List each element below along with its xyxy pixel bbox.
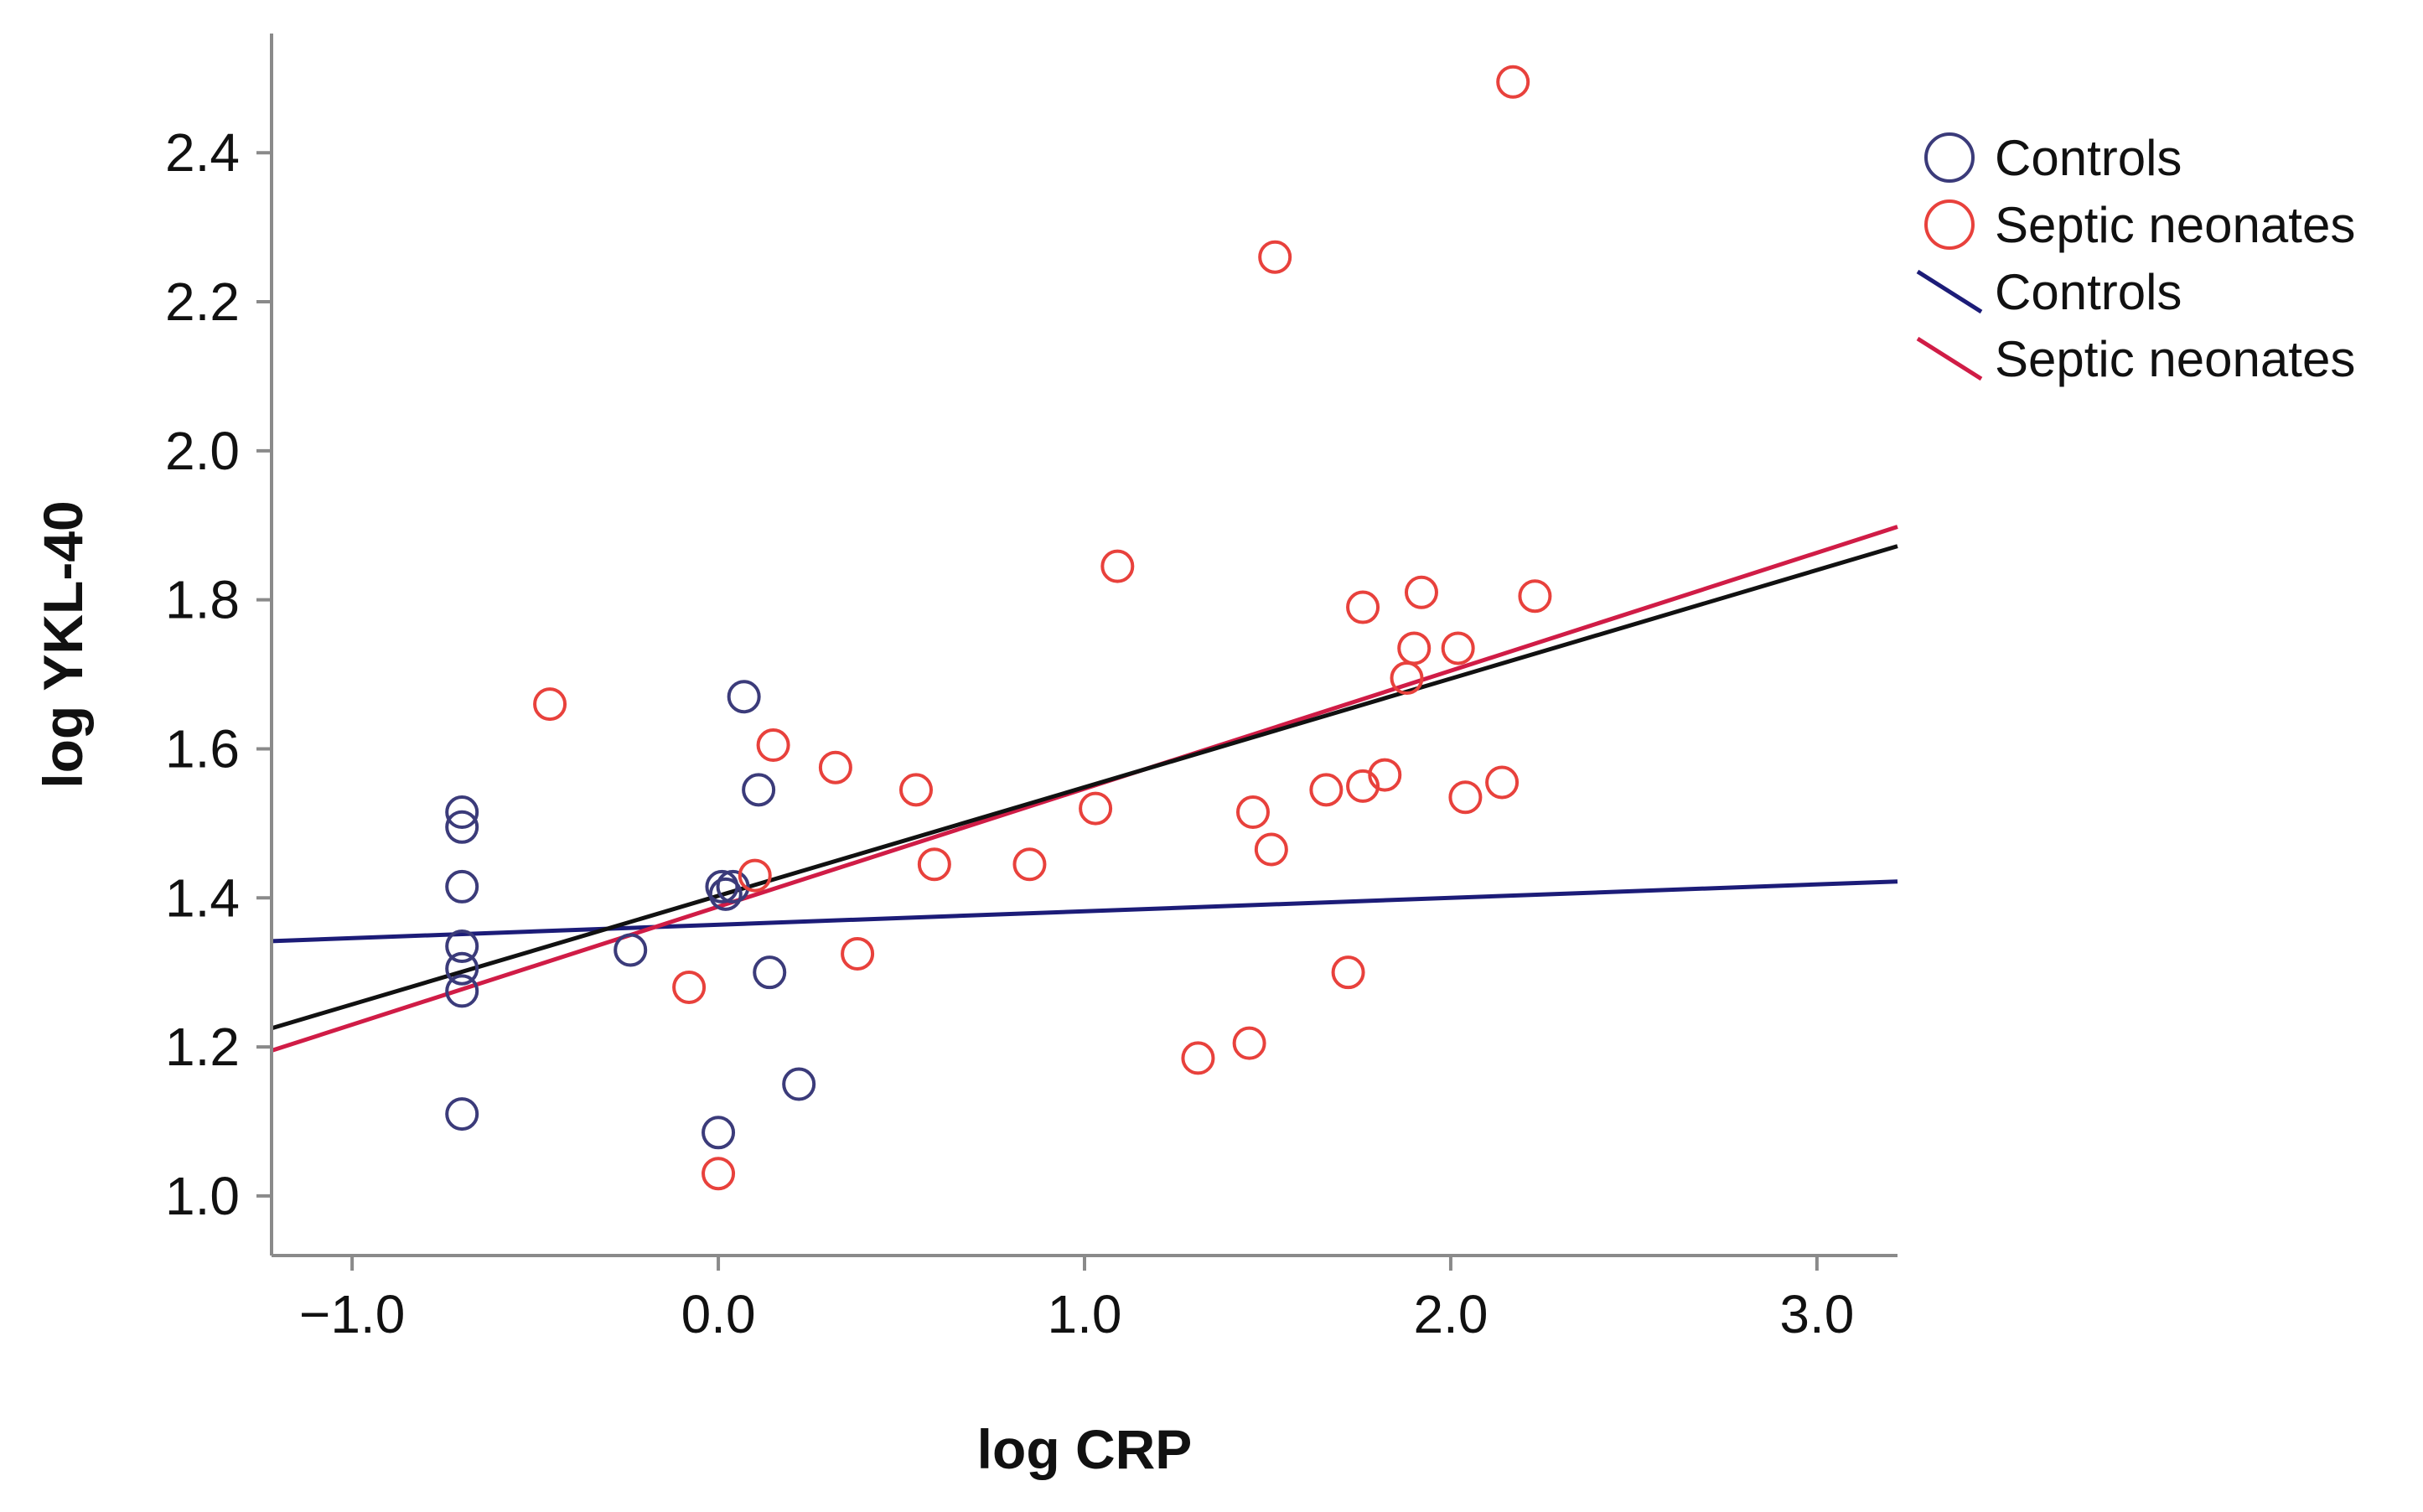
x-tick-label: −1.0 <box>299 1284 405 1344</box>
point-septic-neonates <box>702 1157 736 1191</box>
point-controls <box>445 795 479 830</box>
legend-label: Controls <box>1995 130 2182 186</box>
legend-circle-symbol <box>1924 132 1975 183</box>
fit-line-controls <box>271 879 1898 944</box>
y-tick-label: 2.2 <box>165 272 240 332</box>
legend-label: Septic neonates <box>1995 197 2355 253</box>
point-controls <box>614 933 648 967</box>
point-septic-neonates <box>533 687 567 722</box>
legend-line-symbol <box>1916 269 1983 314</box>
point-controls <box>753 955 787 990</box>
legend-line-symbol <box>1916 336 1983 381</box>
y-tick-label: 1.4 <box>165 867 240 928</box>
point-controls <box>702 1116 736 1150</box>
point-controls <box>716 869 750 904</box>
point-septic-neonates <box>899 773 934 807</box>
point-controls <box>445 1097 479 1131</box>
point-controls <box>445 974 479 1008</box>
x-axis-title: log CRP <box>977 1418 1193 1480</box>
x-tick-label: 1.0 <box>1048 1284 1122 1344</box>
point-septic-neonates <box>1258 240 1292 274</box>
point-controls <box>742 773 776 807</box>
point-septic-neonates <box>1485 765 1520 800</box>
point-septic-neonates <box>1181 1041 1215 1075</box>
point-septic-neonates <box>756 728 790 763</box>
point-septic-neonates <box>1100 549 1135 583</box>
point-septic-neonates <box>1518 579 1552 614</box>
point-septic-neonates <box>1309 773 1344 807</box>
point-controls <box>445 951 479 986</box>
point-controls <box>445 929 479 964</box>
y-tick-label: 1.8 <box>165 570 240 630</box>
y-tick-label: 1.2 <box>165 1017 240 1077</box>
point-septic-neonates <box>1235 795 1270 830</box>
x-tick-label: 2.0 <box>1413 1284 1488 1344</box>
point-septic-neonates <box>818 750 852 784</box>
y-tick-label: 2.0 <box>165 421 240 481</box>
axes <box>270 34 1897 1257</box>
y-tick-label: 1.6 <box>165 718 240 779</box>
point-controls <box>445 869 479 904</box>
point-septic-neonates <box>1331 955 1365 990</box>
point-septic-neonates <box>841 936 875 971</box>
point-septic-neonates <box>1254 832 1288 867</box>
point-septic-neonates <box>1397 631 1432 665</box>
y-tick-label: 1.0 <box>165 1166 240 1226</box>
point-septic-neonates <box>1346 590 1380 624</box>
point-controls <box>727 680 761 714</box>
point-controls <box>782 1067 816 1101</box>
fit-line-total <box>271 544 1898 1031</box>
legend: Controls Septic neonates Controls Septic ne… <box>1916 130 2355 387</box>
y-axis-title: log YKL-40 <box>32 500 94 789</box>
legend-label: Septic neonates <box>1995 331 2355 387</box>
point-septic-neonates <box>917 847 951 882</box>
point-septic-neonates <box>672 970 707 1004</box>
legend-circle-symbol <box>1924 199 1975 250</box>
y-ticks: 1.0 1.2 1.4 1.6 1.8 2.0 2.2 2.4 <box>165 122 272 1226</box>
point-septic-neonates <box>1346 769 1380 803</box>
point-septic-neonates <box>1368 758 1402 792</box>
point-controls <box>708 877 743 911</box>
legend-label: Controls <box>1995 264 2182 320</box>
x-tick-label: 0.0 <box>681 1284 756 1344</box>
point-septic-neonates <box>1496 65 1530 99</box>
point-septic-neonates <box>1390 661 1424 696</box>
point-septic-neonates <box>1079 791 1113 826</box>
data-points <box>445 65 1552 1191</box>
point-septic-neonates <box>1232 1026 1266 1060</box>
point-septic-neonates <box>1012 847 1047 882</box>
point-septic-neonates <box>738 858 772 893</box>
point-septic-neonates <box>1441 631 1475 665</box>
y-tick-label: 2.4 <box>165 122 240 183</box>
point-septic-neonates <box>1448 780 1483 815</box>
x-ticks: −1.0 0.0 1.0 2.0 3.0 <box>299 1256 1854 1344</box>
fit-lines <box>271 525 1898 1053</box>
point-septic-neonates <box>1404 575 1438 609</box>
point-controls <box>445 810 479 844</box>
x-tick-label: 3.0 <box>1779 1284 1854 1344</box>
